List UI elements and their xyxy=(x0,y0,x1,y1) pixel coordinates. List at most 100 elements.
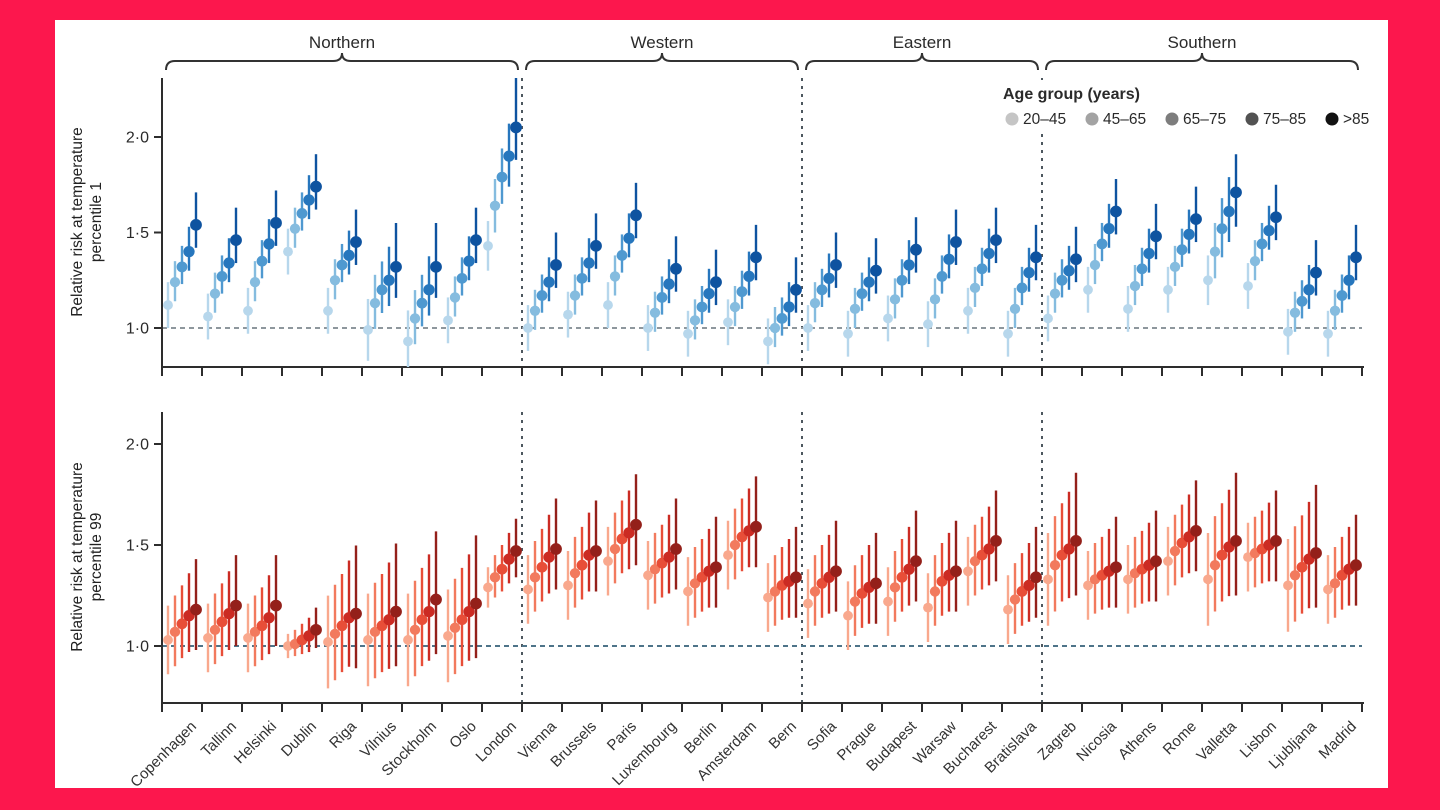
data-point xyxy=(296,208,308,219)
data-point xyxy=(889,582,901,593)
data-point xyxy=(523,323,533,333)
data-point xyxy=(523,584,533,595)
data-point xyxy=(230,599,242,612)
city-series xyxy=(363,543,402,687)
data-point xyxy=(289,223,301,234)
data-point xyxy=(809,586,821,597)
region-label: Western xyxy=(631,33,694,52)
city-series xyxy=(443,535,482,683)
region-label: Southern xyxy=(1168,33,1237,52)
city-series xyxy=(283,154,322,275)
data-point xyxy=(609,271,621,282)
data-point xyxy=(1016,282,1028,294)
city-series xyxy=(1283,240,1322,355)
data-point xyxy=(936,271,948,282)
y-tick-label: 1·5 xyxy=(126,225,149,242)
city-series xyxy=(323,209,362,334)
legend: Age group (years) 20–45 45–65 65–75 75–85 >85 xyxy=(997,80,1388,130)
data-point xyxy=(883,313,893,324)
legend-item-label: 65–75 xyxy=(1183,111,1226,128)
data-point xyxy=(263,238,275,250)
data-point xyxy=(263,612,275,624)
data-point xyxy=(1136,263,1148,275)
data-point xyxy=(363,325,373,335)
data-point xyxy=(416,297,428,309)
chart-svg: Northern Western Eastern Southern2·01·51·02… xyxy=(126,33,1388,712)
data-point xyxy=(870,577,882,590)
data-point xyxy=(1203,275,1213,286)
data-point xyxy=(590,545,602,557)
data-point xyxy=(489,200,501,211)
city-series xyxy=(563,500,602,620)
data-point xyxy=(1343,274,1355,286)
data-point xyxy=(536,561,548,573)
data-point xyxy=(336,620,348,632)
data-point xyxy=(1169,261,1181,273)
legend-swatch-icon xyxy=(1325,112,1339,126)
data-point xyxy=(1150,555,1162,568)
data-point xyxy=(969,556,981,567)
data-point xyxy=(1110,561,1122,574)
data-point xyxy=(363,635,373,645)
data-point xyxy=(563,309,573,320)
data-point xyxy=(990,234,1002,247)
data-point xyxy=(483,240,493,251)
data-point xyxy=(1009,594,1021,605)
data-point xyxy=(383,274,395,286)
data-point xyxy=(1310,547,1322,559)
data-point xyxy=(883,596,893,607)
city-series xyxy=(1323,224,1362,357)
data-point xyxy=(670,543,682,555)
data-point xyxy=(163,300,173,310)
city-series xyxy=(643,236,682,351)
data-point xyxy=(670,262,682,275)
city-series xyxy=(883,217,922,342)
data-point xyxy=(710,276,722,289)
city-series xyxy=(1323,514,1362,624)
legend-item-label: >85 xyxy=(1343,111,1369,128)
data-point xyxy=(923,319,933,330)
data-point xyxy=(729,539,741,551)
data-point xyxy=(483,582,493,593)
data-point xyxy=(403,336,413,347)
data-point xyxy=(849,303,861,315)
axes-panel-p1: 2·0 1·5 1·0 xyxy=(126,78,1364,376)
data-point xyxy=(870,264,882,277)
city-series xyxy=(163,559,202,675)
data-point xyxy=(430,593,442,606)
city-series xyxy=(1083,516,1122,620)
data-point xyxy=(563,580,573,591)
data-point xyxy=(1303,284,1315,296)
data-point xyxy=(929,586,941,597)
data-point xyxy=(903,563,915,575)
data-point xyxy=(1249,256,1261,267)
data-point xyxy=(209,288,221,299)
data-point xyxy=(1223,205,1235,218)
data-point xyxy=(529,572,541,583)
city-series xyxy=(1123,510,1162,614)
data-point xyxy=(1329,578,1341,589)
y-axis-title-percentile-99: Relative risk at temperature percentile … xyxy=(68,407,108,707)
data-point xyxy=(1203,574,1213,585)
city-series xyxy=(1203,472,1242,626)
city-series xyxy=(363,223,402,361)
data-point xyxy=(1123,574,1133,585)
city-series xyxy=(323,545,362,689)
region-braces: Northern Western Eastern Southern xyxy=(165,33,1359,71)
data-point xyxy=(569,290,581,301)
data-point xyxy=(623,232,635,244)
data-point xyxy=(569,568,581,579)
data-point xyxy=(270,599,282,612)
city-series xyxy=(603,474,642,596)
data-point xyxy=(856,288,868,300)
city-series xyxy=(483,518,522,608)
data-point xyxy=(350,236,362,248)
legend-item-label: 45–65 xyxy=(1103,111,1146,128)
data-point xyxy=(283,246,293,257)
data-point xyxy=(1049,288,1061,299)
data-point xyxy=(310,180,322,193)
city-series xyxy=(163,192,202,328)
data-point xyxy=(1163,284,1173,295)
data-point xyxy=(710,561,722,574)
data-point xyxy=(1163,556,1173,567)
